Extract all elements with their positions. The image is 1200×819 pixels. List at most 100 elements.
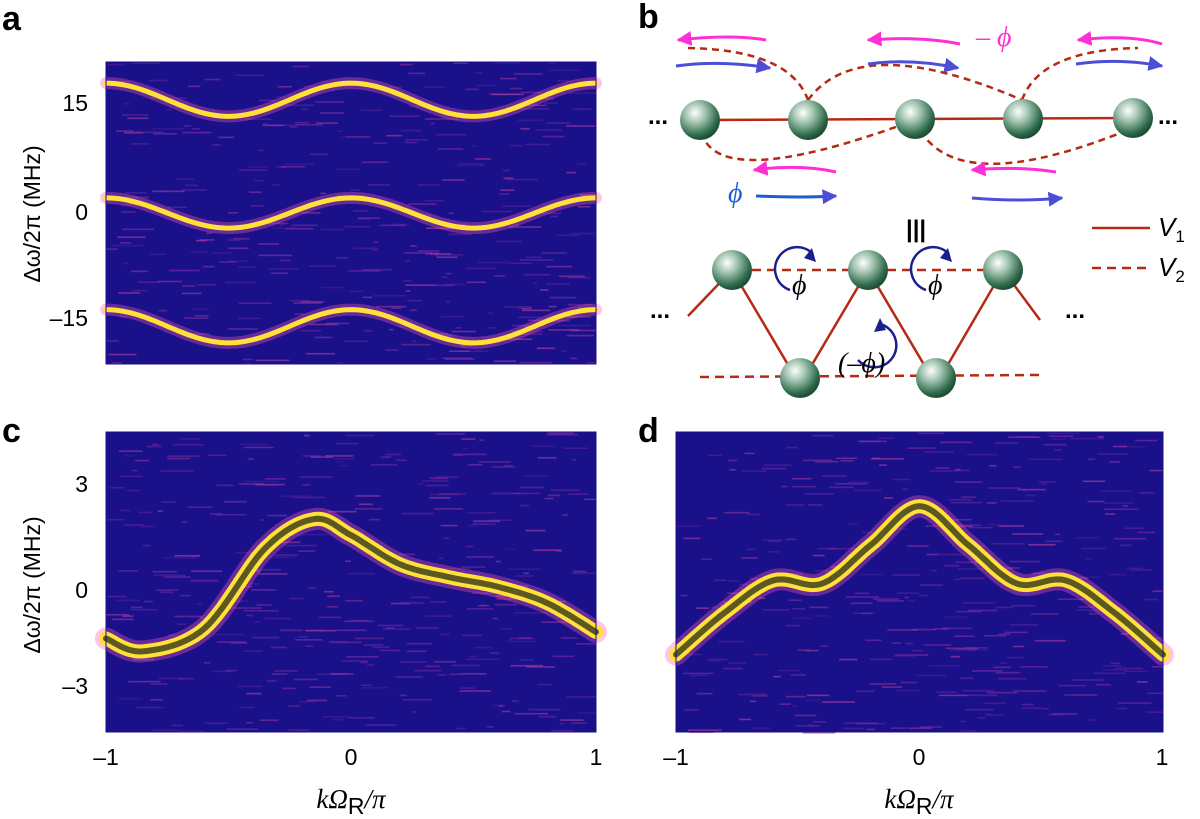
noise-streak xyxy=(223,600,249,603)
noise-streak xyxy=(132,289,148,292)
noise-streak xyxy=(258,573,288,575)
noise-streak xyxy=(566,696,596,698)
noise-streak xyxy=(986,714,1004,716)
noise-streak xyxy=(310,456,333,458)
noise-streak xyxy=(983,702,1006,705)
noise-streak xyxy=(292,65,309,68)
noise-streak xyxy=(235,551,263,554)
noise-streak xyxy=(862,531,876,534)
noise-streak xyxy=(342,660,368,662)
noise-streak xyxy=(228,247,249,250)
noise-streak xyxy=(421,480,449,482)
noise-streak xyxy=(300,301,324,303)
noise-streak xyxy=(399,661,427,663)
noise-streak xyxy=(1064,694,1098,696)
noise-streak xyxy=(107,518,125,521)
noise-streak xyxy=(216,641,247,643)
noise-streak xyxy=(335,168,361,171)
noise-streak xyxy=(451,664,481,667)
site-sphere xyxy=(712,250,752,290)
noise-streak xyxy=(552,655,575,658)
noise-streak xyxy=(308,265,337,268)
noise-streak xyxy=(584,498,596,501)
noise-streak xyxy=(1103,665,1122,667)
noise-streak xyxy=(118,450,143,452)
noise-streak xyxy=(1139,491,1155,494)
noise-streak xyxy=(122,262,129,265)
noise-streak xyxy=(543,102,558,105)
noise-streak xyxy=(243,446,274,449)
noise-streak xyxy=(785,695,806,698)
noise-streak xyxy=(961,730,977,733)
noise-streak xyxy=(301,108,308,110)
noise-streak xyxy=(738,693,767,696)
noise-streak xyxy=(361,161,389,164)
noise-streak xyxy=(206,232,212,235)
site-sphere xyxy=(848,250,888,290)
noise-streak xyxy=(131,270,148,273)
noise-streak xyxy=(215,513,246,516)
dots-right-top: ... xyxy=(1158,103,1178,130)
noise-streak xyxy=(171,97,188,99)
noise-streak xyxy=(245,362,251,365)
noise-streak xyxy=(882,686,902,688)
noise-streak xyxy=(106,613,130,616)
noise-streak xyxy=(989,465,997,467)
noise-streak xyxy=(395,676,423,678)
noise-streak xyxy=(986,502,997,504)
noise-streak xyxy=(466,267,497,270)
noise-streak xyxy=(402,279,412,282)
noise-streak xyxy=(935,467,950,469)
xtick-d-1: 1 xyxy=(1156,744,1169,770)
xtick-c-1: 1 xyxy=(590,744,603,770)
dots-left-bottom: ... xyxy=(650,297,670,324)
equivalence-mark: ||| xyxy=(906,216,926,243)
noise-streak xyxy=(187,506,212,509)
noise-streak xyxy=(424,615,452,617)
noise-streak xyxy=(262,484,277,487)
heatmap-d xyxy=(665,432,1174,734)
noise-streak xyxy=(218,136,234,139)
noise-streak xyxy=(492,617,499,620)
noise-streak xyxy=(1013,690,1047,692)
noise-streak xyxy=(500,338,533,341)
noise-streak xyxy=(1023,489,1028,492)
noise-streak xyxy=(871,458,904,460)
noise-streak xyxy=(494,275,506,277)
noise-streak xyxy=(1120,544,1132,547)
noise-streak xyxy=(438,334,452,337)
noise-streak xyxy=(258,254,293,257)
label-phi: ϕ xyxy=(728,178,743,209)
noise-streak xyxy=(706,660,721,662)
noise-streak xyxy=(573,570,586,573)
noise-streak xyxy=(322,716,351,718)
noise-streak xyxy=(786,446,798,449)
noise-streak xyxy=(271,272,288,275)
noise-streak xyxy=(460,344,473,347)
noise-streak xyxy=(123,131,144,134)
noise-streak xyxy=(192,308,210,311)
noise-streak xyxy=(1071,679,1105,681)
noise-streak xyxy=(271,227,301,229)
noise-streak xyxy=(285,104,315,107)
noise-streak xyxy=(792,477,812,480)
noise-streak xyxy=(401,343,431,346)
noise-streak xyxy=(373,294,406,297)
noise-streak xyxy=(845,596,879,598)
noise-streak xyxy=(707,517,718,520)
noise-streak xyxy=(408,203,437,205)
noise-streak xyxy=(433,508,464,510)
noise-streak xyxy=(241,585,253,588)
noise-streak xyxy=(1080,576,1102,578)
noise-streak xyxy=(320,286,344,289)
noise-streak xyxy=(683,537,701,540)
noise-streak xyxy=(1009,623,1038,626)
noise-streak xyxy=(361,686,388,689)
noise-streak xyxy=(187,85,201,88)
noise-streak xyxy=(159,591,174,594)
noise-streak xyxy=(869,658,893,661)
noise-streak xyxy=(123,103,131,105)
noise-streak xyxy=(130,143,150,145)
noise-streak xyxy=(136,706,164,709)
noise-streak xyxy=(492,617,498,620)
